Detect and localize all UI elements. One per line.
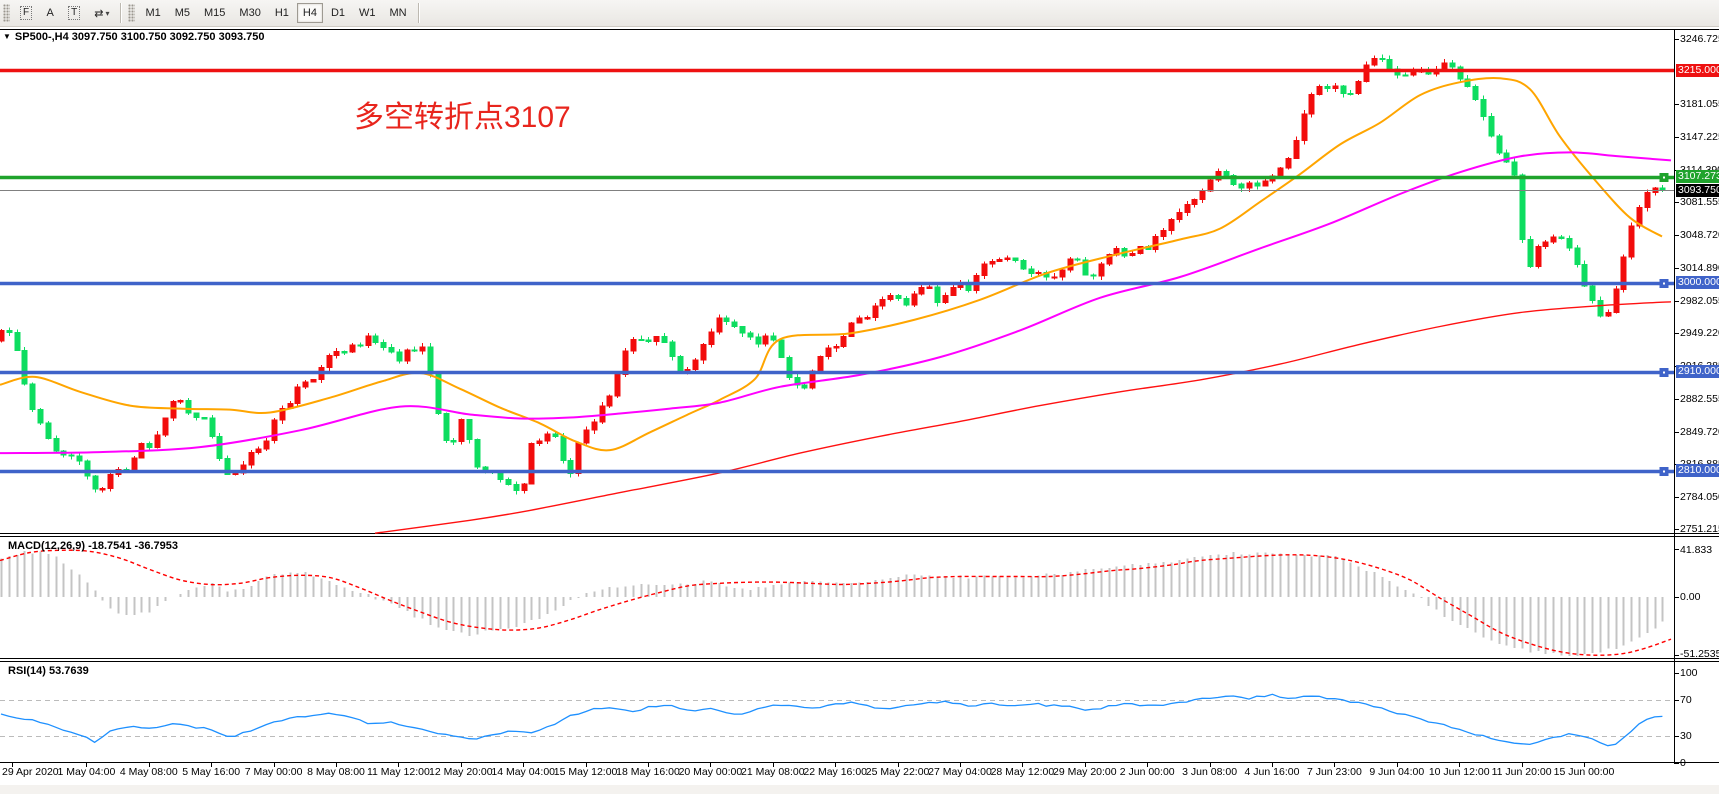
drawing-tools-group: F A T ⇄ ▾ — [13, 3, 116, 23]
rsi-indicator-label: RSI(14) 53.7639 — [8, 665, 89, 677]
time-axis-label: 28 May 12:00 — [990, 766, 1055, 778]
time-axis-label: 25 May 22:00 — [865, 766, 930, 778]
price-level-badge-2910.000: 2910.000 — [1676, 365, 1719, 379]
time-axis-label: 8 May 08:00 — [307, 766, 365, 778]
price-axis-tick-label: 2982.055 — [1680, 294, 1719, 307]
macd-axis-label: 0.00 — [1680, 591, 1701, 603]
frame-tool-icon[interactable]: F — [14, 3, 38, 23]
toolbar-separator — [120, 3, 122, 23]
timeframe-button-M30[interactable]: M30 — [233, 3, 266, 23]
time-axis-label: 7 Jun 23:00 — [1306, 766, 1362, 778]
time-axis-label: 29 May 20:00 — [1052, 766, 1117, 778]
dropdown-caret-icon: ▾ — [105, 8, 110, 18]
timeframe-button-M1[interactable]: M1 — [139, 3, 166, 23]
toolbar-grip[interactable] — [3, 4, 10, 22]
time-axis-label: 15 May 12:00 — [553, 766, 618, 778]
time-axis-label: 27 May 04:00 — [928, 766, 992, 778]
timeframe-button-W1[interactable]: W1 — [353, 3, 382, 23]
macd-axis-label: -51.2535 — [1680, 648, 1719, 661]
timeframe-button-M5[interactable]: M5 — [169, 3, 196, 23]
time-axis-label: 1 May 04:00 — [57, 766, 116, 778]
price-axis-tick-label: 2784.050 — [1680, 490, 1719, 503]
timeframe-button-M15[interactable]: M15 — [198, 3, 231, 23]
timeframe-button-H1[interactable]: H1 — [269, 3, 295, 23]
chart-annotation-text: 多空转折点3107 — [354, 101, 571, 134]
rsi-axis-label: 100 — [1680, 667, 1698, 679]
timeframe-button-D1[interactable]: D1 — [325, 3, 351, 23]
macd-histogram — [0, 551, 1664, 656]
time-axis-label: 7 May 00:00 — [244, 766, 303, 778]
cursor-mode-icon: ⇄ — [94, 7, 104, 20]
time-axis-label: 14 May 04:00 — [491, 766, 556, 778]
price-axis-tick-label: 2949.220 — [1680, 327, 1719, 340]
symbol-ohlc-title: ▼ SP500-,H4 3097.750 3100.750 3092.750 30… — [3, 31, 264, 43]
price-axis-tick-label: 2882.555 — [1680, 393, 1719, 406]
symbol-ohlc-text: SP500-,H4 3097.750 3100.750 3092.750 309… — [14, 31, 265, 43]
time-axis-label: 29 Apr 2020 — [2, 766, 59, 778]
time-axis-label: 22 May 16:00 — [803, 766, 868, 778]
frame-tool-icon: F — [20, 6, 33, 20]
text-label-icon: T — [68, 6, 81, 20]
timeframe-button-MN[interactable]: MN — [384, 3, 413, 23]
price-axis-tick-label: 2849.720 — [1680, 425, 1719, 438]
rsi-axis-label: 0 — [1680, 757, 1686, 769]
arrow-text-icon: A — [46, 7, 54, 19]
time-axis-label: 18 May 16:00 — [616, 766, 680, 778]
time-axis-label: 11 May 12:00 — [366, 766, 430, 778]
time-axis-label: 20 May 00:00 — [678, 766, 743, 778]
text-label-icon[interactable]: T — [62, 3, 86, 23]
timeframes-group: M1 M5 M15 M30 H1 H4 D1 W1 MN — [138, 3, 413, 23]
macd-indicator-label: MACD(12,26,9) -18.7541 -36.7953 — [8, 540, 178, 552]
price-axis-tick-label: 3048.720 — [1680, 228, 1719, 241]
time-axis-label: 3 Jun 08:00 — [1182, 766, 1238, 778]
time-axis-label: 5 May 16:00 — [182, 766, 241, 778]
price-level-badge-2810.000: 2810.000 — [1676, 464, 1719, 478]
price-axis-tick-label: 3181.055 — [1680, 97, 1719, 110]
price-level-badge-3107.273: 3107.273 — [1676, 170, 1719, 184]
symbol-dropdown-icon[interactable]: ▼ — [3, 32, 11, 41]
time-axis-label: 11 Jun 20:00 — [1491, 766, 1552, 778]
price-level-badge-3000.000: 3000.000 — [1676, 276, 1719, 290]
time-axis-label: 21 May 08:00 — [740, 766, 805, 778]
time-axis-label: 4 May 08:00 — [119, 766, 178, 778]
toolbar-separator-2 — [417, 3, 419, 23]
price-axis-tick-label: 3246.725 — [1680, 33, 1719, 45]
time-axis-label: 12 May 20:00 — [428, 766, 493, 778]
window-bottom-strip — [0, 785, 1719, 794]
time-axis-label: 10 Jun 12:00 — [1428, 766, 1490, 778]
rsi-axis-label: 70 — [1680, 694, 1692, 706]
time-axis-label: 4 Jun 16:00 — [1244, 766, 1300, 778]
time-axis-label: 9 Jun 04:00 — [1369, 766, 1425, 778]
price-axis-tick-label: 2751.215 — [1680, 522, 1719, 535]
current-price-badge: 3093.750 — [1676, 183, 1719, 197]
candlesticks — [0, 54, 1666, 495]
toolbar: F A T ⇄ ▾ M1 M5 M15 M30 H1 H4 D1 W1 MN — [0, 0, 1719, 27]
price-axis-tick-label: 3014.890 — [1680, 262, 1719, 275]
price-axis-tick-label: 3081.555 — [1680, 196, 1719, 209]
price-axis-tick-label: 3147.225 — [1680, 131, 1719, 144]
time-axis-label: 2 Jun 00:00 — [1119, 766, 1175, 778]
timeframe-button-H4[interactable]: H4 — [296, 3, 323, 23]
macd-axis-label: 41.833 — [1680, 544, 1713, 557]
time-axis-label: 15 Jun 00:00 — [1553, 766, 1615, 778]
price-level-badge-3215.000: 3215.000 — [1676, 63, 1719, 77]
rsi-axis-label: 30 — [1680, 730, 1692, 742]
arrow-text-icon[interactable]: A — [40, 3, 60, 23]
toolbar-grip-2[interactable] — [128, 4, 136, 22]
cursor-mode-icon[interactable]: ⇄ ▾ — [88, 3, 115, 23]
